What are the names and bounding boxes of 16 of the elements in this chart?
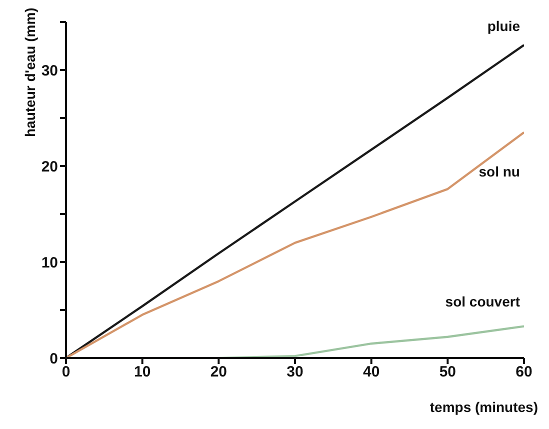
y-axis-title: hauteur d'eau (mm) bbox=[22, 8, 38, 137]
series-label: sol couvert bbox=[445, 293, 520, 310]
x-tick-label: 50 bbox=[439, 364, 456, 381]
y-tick-label: 30 bbox=[41, 62, 58, 80]
y-tick-label: 10 bbox=[41, 254, 58, 272]
y-tick-label: 0 bbox=[50, 350, 58, 368]
x-tick-label: 40 bbox=[362, 364, 380, 381]
x-tick-label: 10 bbox=[134, 364, 151, 381]
x-tick-label: 20 bbox=[210, 364, 228, 381]
x-tick-label: 0 bbox=[62, 364, 70, 381]
y-tick-label: 20 bbox=[41, 158, 58, 176]
series-label: sol nu bbox=[478, 163, 520, 180]
x-tick-label: 30 bbox=[286, 364, 304, 381]
x-tick-label: 60 bbox=[516, 364, 532, 381]
x-axis-title: temps (minutes) bbox=[430, 399, 538, 415]
series-label: pluie bbox=[487, 18, 520, 34]
